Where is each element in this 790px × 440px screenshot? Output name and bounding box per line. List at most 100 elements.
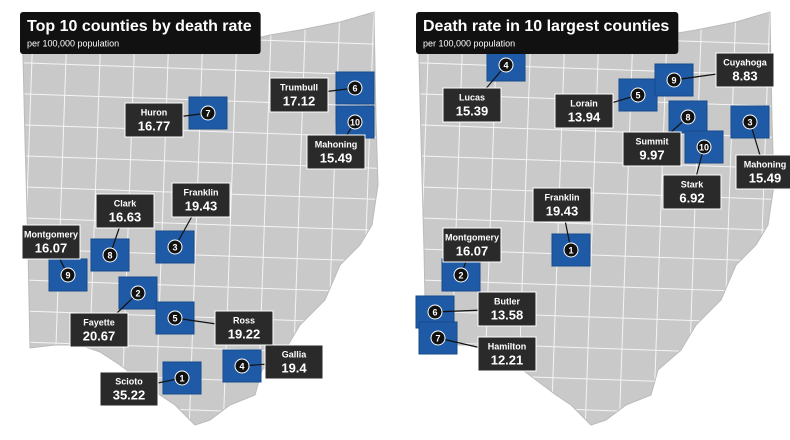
rank-badge [666,72,682,88]
county-name: Gallia [282,349,308,359]
label-box [477,291,537,327]
rank-number: 8 [107,250,112,260]
rank-badge [696,139,712,155]
rank-number: 5 [172,313,177,323]
label-box [715,52,775,88]
rank-number: 10 [699,142,709,152]
county-name: Lorain [570,98,598,108]
county-rate: 15.49 [749,170,782,185]
rank-badge [427,304,443,320]
rank-badge [498,57,514,73]
label-box [735,154,790,190]
label-box [269,77,329,113]
map-title: Top 10 counties by death rate [27,18,252,35]
rank-number: 4 [239,361,244,371]
county-name: Franklin [183,187,218,197]
county-rate: 13.58 [491,307,524,322]
county-name: Butler [494,296,521,306]
county-name: Fayette [83,317,115,327]
rank-number: 2 [135,288,140,298]
county-rate: 16.63 [109,209,142,224]
rank-number: 7 [205,108,210,118]
label-box [442,227,502,263]
label-box [662,174,722,210]
county-rate: 35.22 [113,387,146,402]
county-rate: 16.07 [456,243,489,258]
rank-number: 1 [179,373,184,383]
rank-number: 5 [635,90,640,100]
county-rate: 17.12 [283,93,316,108]
label-box [306,134,366,170]
county-rate: 12.21 [491,352,524,367]
map-subtitle: per 100,000 population [27,38,119,48]
rank-badge [234,358,250,374]
county-rate: 13.94 [568,109,601,124]
label-box [95,193,155,229]
title-box [416,12,679,54]
county-name: Cuyahoga [723,57,768,67]
rank-badge [60,267,76,283]
title-box [20,12,261,54]
rank-number: 9 [65,270,70,280]
county-name: Montgomery [445,232,499,242]
label-box [171,182,231,218]
rank-number: 9 [671,75,676,85]
county-rate: 8.83 [732,68,757,83]
county [418,321,458,355]
rank-badge [453,267,469,283]
county-name: Mahoning [315,139,358,149]
county-name: Franklin [544,192,579,202]
county-rate: 19.43 [185,198,218,213]
label-box [554,93,614,129]
county-name: Hamilton [488,341,527,351]
county-rate: 19.4 [281,360,307,375]
county-name: Huron [141,107,168,117]
rank-number: 3 [747,117,752,127]
rank-badge [174,370,190,386]
rank-number: 4 [503,60,508,70]
rank-badge [167,239,183,255]
rank-badge [130,285,146,301]
rank-badge [680,109,696,125]
county-rate: 6.92 [679,190,704,205]
map-title: Death rate in 10 largest counties [423,18,669,35]
county-name: Stark [681,179,705,189]
county-name: Clark [114,198,138,208]
rank-number: 7 [435,333,440,343]
county-name: Ross [233,315,255,325]
rank-number: 8 [685,112,690,122]
rank-badge [347,80,363,96]
county-name: Mahoning [744,159,787,169]
county-rate: 16.07 [35,240,68,255]
rank-badge [167,310,183,326]
rank-number: 6 [432,307,437,317]
map-subtitle: per 100,000 population [423,38,515,48]
label-box [69,312,129,348]
county-name: Scioto [115,376,143,386]
county-rate: 9.97 [639,147,664,162]
county-rate: 19.22 [228,326,261,341]
rank-badge [430,330,446,346]
label-box [124,102,184,138]
map-panel: Franklin19.431Montgomery16.072Mahoning15… [415,11,790,426]
rank-number: 10 [350,117,360,127]
county-name: Montgomery [24,229,78,239]
rank-badge [347,114,363,130]
county-name: Trumbull [280,82,318,92]
county-rate: 20.67 [83,328,116,343]
county-rate: 15.49 [320,150,353,165]
label-box [532,187,592,223]
rank-number: 6 [352,83,357,93]
label-box [622,131,682,167]
label-box [21,224,81,260]
rank-number: 1 [568,245,573,255]
label-box [442,87,502,123]
label-box [264,344,324,380]
label-box [214,310,274,346]
rank-badge [563,242,579,258]
rank-badge [742,114,758,130]
label-box [99,371,159,407]
county-rate: 19.43 [546,203,579,218]
county-name: Lucas [459,92,485,102]
